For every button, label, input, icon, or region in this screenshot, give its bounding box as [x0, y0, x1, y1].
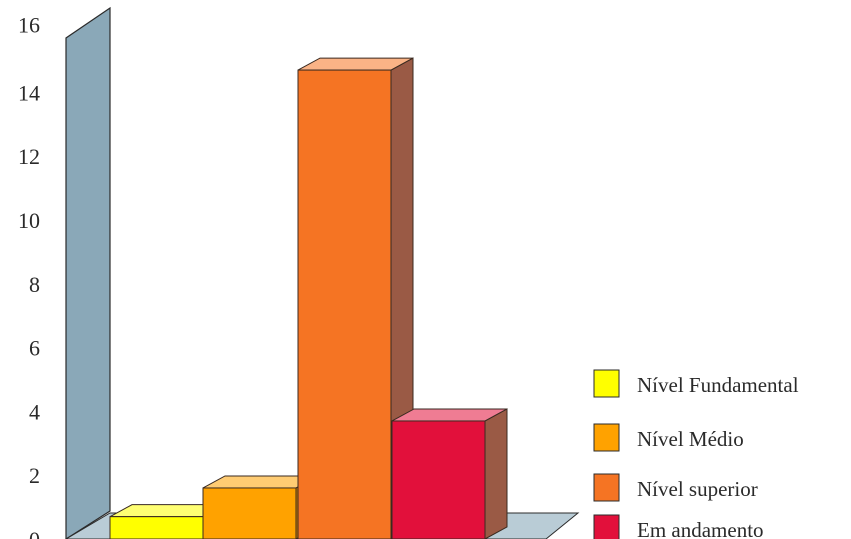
bar-side — [484, 408, 508, 539]
bar-front — [391, 420, 486, 539]
y-tick-label: 12 — [18, 144, 40, 169]
legend-item: Em andamento — [593, 514, 764, 539]
bars — [109, 57, 508, 539]
legend-label: Em andamento — [637, 518, 764, 539]
bar-front — [297, 69, 392, 539]
y-tick-label: 2 — [29, 463, 40, 488]
legend-swatch — [593, 514, 620, 539]
legend-item: Nível Médio — [593, 423, 744, 452]
legend-item: Nível Fundamental — [593, 369, 799, 398]
legend-swatch — [593, 473, 620, 502]
y-tick-label: 14 — [18, 80, 40, 105]
y-tick-label: 0 — [29, 527, 40, 539]
legend-item: Nível superior — [593, 473, 758, 502]
bar — [297, 57, 414, 539]
y-tick-label: 4 — [29, 399, 40, 424]
y-tick-label: 10 — [18, 208, 40, 233]
y-tick-label: 8 — [29, 272, 40, 297]
y-tick-label: 6 — [29, 336, 40, 361]
bar — [391, 408, 508, 539]
back-wall — [65, 6, 111, 539]
y-tick-label: 16 — [18, 13, 40, 38]
chart-wall — [65, 6, 111, 539]
legend-swatch — [593, 369, 620, 398]
legend-label: Nível superior — [637, 477, 758, 501]
legend-swatch — [593, 423, 620, 452]
bar-front — [109, 516, 204, 539]
legend-label: Nível Médio — [637, 427, 744, 451]
y-axis-ticks: 0 2 4 6 8 10 12 14 16 — [18, 13, 40, 539]
legend-label: Nível Fundamental — [637, 373, 799, 397]
legend: Nível Fundamental Nível Médio Nível superi… — [593, 369, 799, 539]
bar-front — [202, 487, 297, 539]
